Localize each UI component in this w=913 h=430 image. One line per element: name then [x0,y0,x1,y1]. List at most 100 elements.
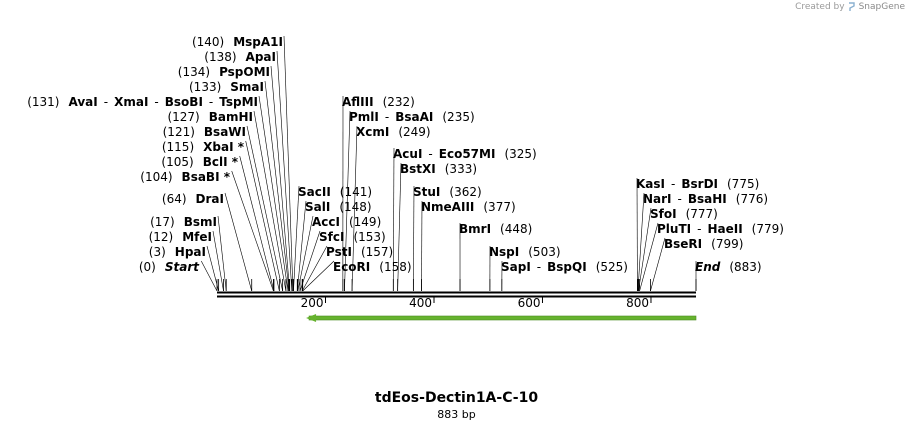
site-label-acui-part-3: (325) [504,147,536,161]
site-label-hpai[interactable]: (3) HpaI [149,245,206,259]
site-label-xcmi[interactable]: XcmI (249) [356,125,431,139]
site-label-mfei-part-0: (12) [149,230,174,244]
site-label-bsawi-part-1: BsaWI [204,125,246,139]
site-label-nari-part-0: NarI [643,192,672,206]
site-label-kasi-part-3: (775) [727,177,759,191]
site-label-sapi-part-2: BspQI [547,260,587,274]
site-label-start[interactable]: (0) Start [139,260,200,274]
site-label-pmli-part-3: (235) [442,110,474,124]
site-label-bcli[interactable]: (105) BclI * [161,155,238,169]
site-label-psti[interactable]: PstI (157) [326,245,393,259]
site-label-pspomi[interactable]: (134) PspOMI [178,65,270,79]
site-label-ecori[interactable]: EcoRI (158) [333,260,412,274]
leader-line-bstxi [397,162,402,292]
leader-line-nari [637,192,645,292]
leader-line-bsabi [231,170,274,292]
leader-line-bseri [650,237,666,292]
site-label-sapi-part-3: (525) [596,260,628,274]
site-label-sfoi[interactable]: SfoI (777) [650,207,718,221]
site-label-pspomi-part-0: (134) [178,65,210,79]
site-label-smai-part-1: SmaI [230,80,264,94]
site-label-acui[interactable]: AcuI - Eco57MI (325) [393,147,537,161]
site-label-avai-part-4: - [154,95,158,109]
site-label-pmli[interactable]: PmlI - BsaAI (235) [349,110,475,124]
site-label-nspi-part-1: (503) [528,245,560,259]
site-label-end-part-1: (883) [729,260,761,274]
site-label-mspa1i[interactable]: (140) MspA1I [192,35,283,49]
site-label-bmri[interactable]: BmrI (448) [459,222,532,236]
site-label-sapi-part-1: - [537,260,541,274]
site-label-stui[interactable]: StuI (362) [413,185,482,199]
site-label-bsmi[interactable]: (17) BsmI [150,215,217,229]
site-label-nspi[interactable]: NspI (503) [489,245,561,259]
site-label-acci-part-0: AccI [312,215,340,229]
site-label-xcmi-part-1: (249) [398,125,430,139]
site-label-bsmi-part-0: (17) [150,215,175,229]
site-label-avai[interactable]: (131) AvaI - XmaI - BsoBI - TspMI [27,95,258,109]
site-label-nari-part-1: - [678,192,682,206]
axis-tick-label-600: 600 [518,296,541,310]
site-label-bstxi[interactable]: BstXI (333) [400,162,477,176]
site-label-start-part-1: Start [165,260,200,274]
site-label-pluti[interactable]: PluTI - HaeII (779) [657,222,784,236]
site-label-end[interactable]: End (883) [695,260,762,274]
leader-line-bcli [239,155,275,292]
site-label-nmeaiii-part-1: (377) [483,200,515,214]
site-label-bcli-part-1: BclI * [203,155,239,169]
site-label-nari-part-3: (776) [736,192,768,206]
site-label-pmli-part-1: - [385,110,389,124]
leader-line-avai [258,95,289,292]
feature-arrow-body[interactable] [308,315,697,321]
site-label-bseri[interactable]: BseRI (799) [664,237,743,251]
site-label-xbai-part-1: XbaI * [203,140,245,154]
site-label-avai-part-1: AvaI [69,95,98,109]
site-label-acci[interactable]: AccI (149) [312,215,381,229]
site-label-mfei[interactable]: (12) MfeI [149,230,212,244]
site-label-sali[interactable]: SalI (148) [305,200,372,214]
site-label-smai-part-0: (133) [189,80,221,94]
site-label-smai[interactable]: (133) SmaI [189,80,264,94]
site-label-afliii[interactable]: AflIII (232) [342,95,415,109]
leader-line-sali [296,200,307,292]
site-label-nmeaiii[interactable]: NmeAIII (377) [421,200,516,214]
site-label-bseri-part-0: BseRI [664,237,702,251]
site-label-hpai-part-0: (3) [149,245,166,259]
leader-line-acci [297,215,314,292]
leader-line-psti [301,245,328,292]
site-label-bsabi[interactable]: (104) BsaBI * [140,170,230,184]
site-label-drai-part-1: DraI [196,192,224,206]
feature-arrow[interactable] [306,314,697,322]
leader-line-sfci [299,230,321,292]
site-label-sfoi-part-0: SfoI [650,207,677,221]
sequence-length: 883 bp [437,408,476,421]
site-label-drai-part-0: (64) [162,192,187,206]
site-label-apai[interactable]: (138) ApaI [204,50,276,64]
site-label-sfci[interactable]: SfcI (153) [319,230,386,244]
site-label-mspa1i-part-0: (140) [192,35,224,49]
site-label-drai[interactable]: (64) DraI [162,192,224,206]
site-label-bsawi-part-0: (121) [163,125,195,139]
site-label-kasi[interactable]: KasI - BsrDI (775) [636,177,759,191]
site-label-apai-part-0: (138) [204,50,236,64]
feature-arrow-head[interactable] [306,314,317,322]
leader-line-start [200,260,218,292]
site-label-nmeaiii-part-0: NmeAIII [421,200,474,214]
site-label-ecori-part-1: (158) [379,260,411,274]
site-label-bmri-part-1: (448) [500,222,532,236]
site-label-nspi-part-0: NspI [489,245,519,259]
site-label-sapi[interactable]: SapI - BspQI (525) [501,260,628,274]
site-label-avai-part-0: (131) [27,95,59,109]
site-label-xbai[interactable]: (115) XbaI * [162,140,245,154]
site-label-end-part-0: End [695,260,721,274]
site-label-bseri-part-1: (799) [711,237,743,251]
site-label-bstxi-part-0: BstXI [400,162,436,176]
site-label-sali-part-1: (148) [339,200,371,214]
site-label-bsawi[interactable]: (121) BsaWI [163,125,246,139]
site-label-afliii-part-0: AflIII [342,95,374,109]
site-label-avai-part-5: BsoBI [165,95,203,109]
site-label-nari[interactable]: NarI - BsaHI (776) [643,192,768,206]
site-label-bamhi[interactable]: (127) BamHI [167,110,253,124]
site-label-hpai-part-1: HpaI [175,245,206,259]
site-label-sacii[interactable]: SacII (141) [298,185,372,199]
site-label-pmli-part-0: PmlI [349,110,379,124]
